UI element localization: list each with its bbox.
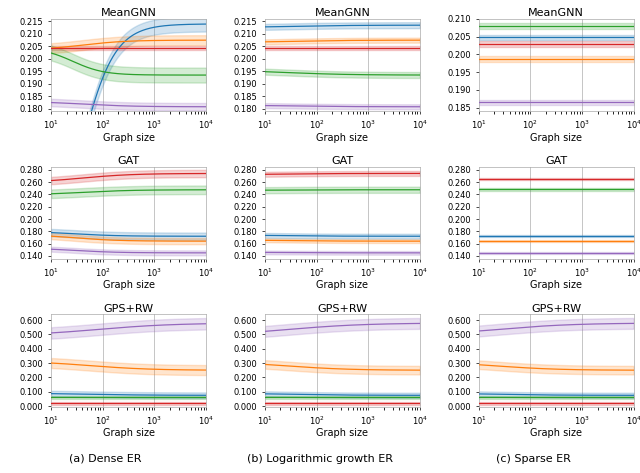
Title: GAT: GAT [332, 156, 353, 166]
Text: (a) Dense ER: (a) Dense ER [69, 454, 142, 464]
Text: (c) Sparse ER: (c) Sparse ER [496, 454, 570, 464]
X-axis label: Graph size: Graph size [102, 133, 155, 143]
Text: (b) Logarithmic growth ER: (b) Logarithmic growth ER [247, 454, 393, 464]
Title: GAT: GAT [545, 156, 567, 166]
X-axis label: Graph size: Graph size [530, 280, 582, 290]
Title: MeanGNN: MeanGNN [314, 8, 371, 18]
X-axis label: Graph size: Graph size [316, 428, 369, 438]
X-axis label: Graph size: Graph size [316, 133, 369, 143]
Title: MeanGNN: MeanGNN [528, 8, 584, 18]
Title: GPS+RW: GPS+RW [531, 304, 581, 314]
Title: MeanGNN: MeanGNN [100, 8, 157, 18]
Title: GPS+RW: GPS+RW [104, 304, 154, 314]
X-axis label: Graph size: Graph size [530, 428, 582, 438]
X-axis label: Graph size: Graph size [102, 280, 155, 290]
Title: GAT: GAT [118, 156, 140, 166]
X-axis label: Graph size: Graph size [102, 428, 155, 438]
X-axis label: Graph size: Graph size [316, 280, 369, 290]
Title: GPS+RW: GPS+RW [317, 304, 367, 314]
X-axis label: Graph size: Graph size [530, 133, 582, 143]
